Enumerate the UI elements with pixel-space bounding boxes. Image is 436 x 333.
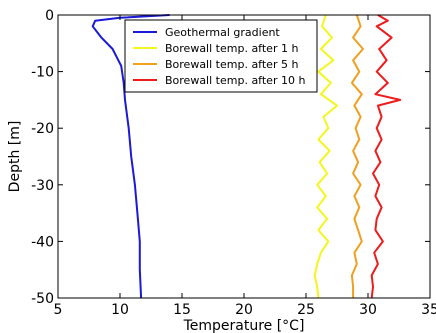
- x-tick-label: 10: [111, 302, 129, 318]
- legend: Geothermal gradient Borewall temp. after …: [124, 19, 318, 93]
- y-tick-label: -30: [31, 178, 54, 194]
- x-axis-ticks: 5 10 15 20 25 30 35: [54, 15, 436, 318]
- x-tick-label: 15: [173, 302, 191, 318]
- y-tick-label: 0: [45, 8, 54, 24]
- x-axis-title: Temperature [°C]: [183, 318, 305, 333]
- series-line-1: [91, 14, 170, 299]
- x-tick-label: 30: [359, 302, 377, 318]
- y-tick-label: -50: [31, 291, 54, 307]
- legend-label-3: Borewall temp. after 5 h: [165, 58, 298, 71]
- y-axis-title: Depth [m]: [7, 121, 23, 193]
- y-axis-ticks: 0 -10 -20 -30 -40 -50: [31, 8, 430, 307]
- y-tick-label: -20: [31, 121, 54, 137]
- series-line-2: [313, 14, 338, 299]
- y-tick-label: -10: [31, 65, 54, 81]
- y-tick-label: -40: [31, 234, 54, 250]
- series-lines: [91, 14, 402, 299]
- legend-label-4: Borewall temp. after 10 h: [165, 74, 305, 87]
- x-tick-label: 25: [297, 302, 315, 318]
- series-line-4: [370, 14, 402, 299]
- legend-label-1: Geothermal gradient: [165, 26, 280, 39]
- x-tick-label: 5: [54, 302, 63, 318]
- x-tick-label: 35: [421, 302, 436, 318]
- series-line-3: [350, 14, 364, 298]
- x-tick-label: 20: [235, 302, 253, 318]
- legend-label-2: Borewall temp. after 1 h: [165, 42, 298, 55]
